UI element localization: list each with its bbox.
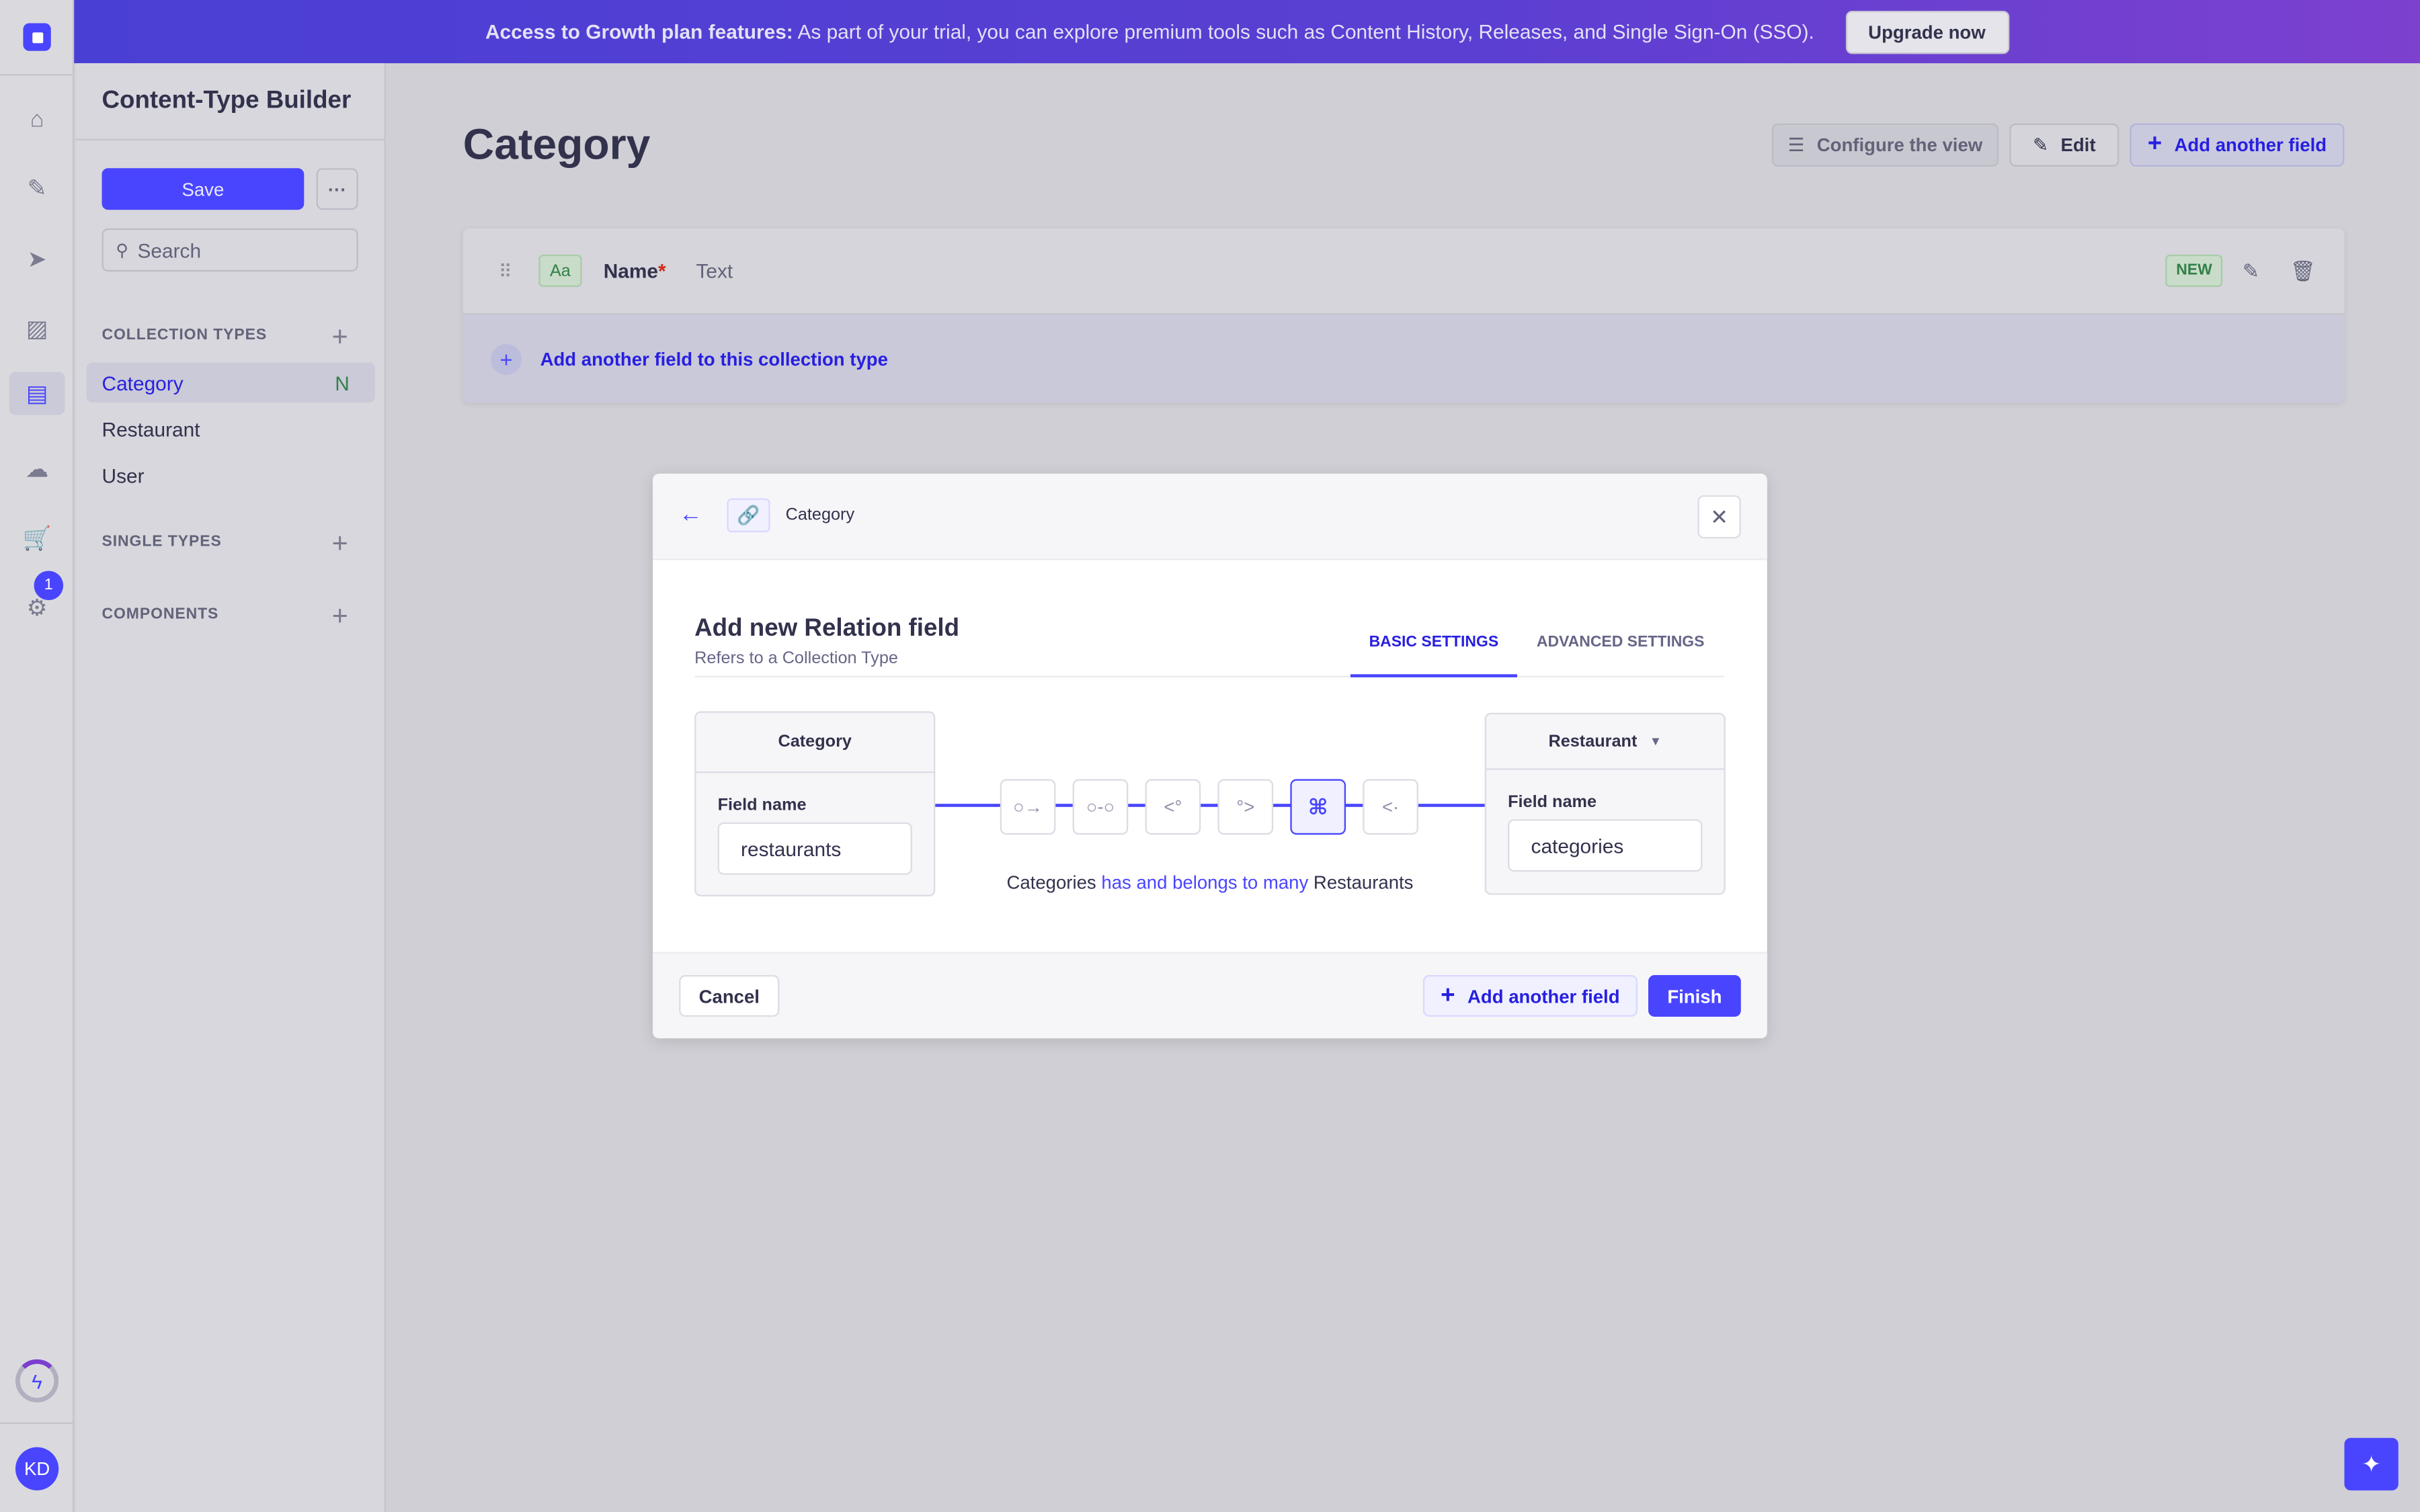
- media-icon[interactable]: ▨: [26, 316, 48, 343]
- field-name: Name*: [603, 259, 666, 283]
- search-icon: ⚲: [116, 241, 128, 260]
- cart-icon[interactable]: 🛒: [22, 526, 52, 552]
- one-to-one-relation-button[interactable]: ○-○: [1072, 779, 1129, 835]
- strapi-logo[interactable]: [23, 23, 51, 51]
- new-badge: N: [335, 372, 350, 395]
- banner-text: As part of your trial, you can explore p…: [797, 19, 1814, 44]
- add-field-row[interactable]: + Add another field to this collection t…: [462, 314, 2345, 403]
- edit-button[interactable]: ✎ Edit: [2009, 123, 2120, 167]
- avatar[interactable]: KD: [15, 1447, 59, 1490]
- source-content-type: Category Field name restaurants: [694, 711, 936, 896]
- add-component-icon[interactable]: +: [331, 600, 348, 632]
- plus-circle-icon: +: [491, 343, 522, 374]
- pencil-icon: ✎: [2032, 134, 2049, 156]
- field-row: ⠿ Aa Name* Text NEW ✎ 🗑: [462, 228, 2345, 315]
- many-way-icon: <·: [1381, 796, 1400, 818]
- search-placeholder: Search: [137, 238, 202, 262]
- many-to-many-relation-button[interactable]: ⌘: [1290, 779, 1346, 835]
- link-icon: 🔗: [727, 498, 770, 533]
- one-way-icon: ○→: [1012, 796, 1043, 818]
- modal-title: Add new Relation field: [694, 616, 960, 642]
- many-way-relation-button[interactable]: <·: [1363, 779, 1418, 835]
- target-field-name-input[interactable]: categories: [1508, 819, 1703, 872]
- main-nav: ⌂ ✎ ➤ ▨ ▤ ☁ 🛒 ⚙ 1 ϟ KD: [0, 0, 75, 1512]
- gear-icon[interactable]: ⚙: [26, 595, 48, 622]
- many-to-many-icon: ⌘: [1307, 794, 1328, 818]
- trial-banner: Access to Growth plan features: As part …: [74, 0, 2420, 64]
- one-to-many-icon: <°: [1164, 796, 1182, 818]
- components-heading: COMPONENTS: [102, 606, 219, 624]
- sidebar-title: Content-Type Builder: [102, 87, 352, 114]
- target-select[interactable]: Restaurant ▼: [1486, 714, 1724, 770]
- send-icon[interactable]: ➤: [27, 247, 47, 274]
- search-input[interactable]: ⚲ Search: [102, 228, 358, 272]
- relation-modal: ← 🔗 Category ✕ Add new Relation field Re…: [653, 473, 1767, 1039]
- source-field-name-input[interactable]: restaurants: [717, 822, 912, 875]
- single-types-heading: SINGLE TYPES: [102, 534, 222, 551]
- modal-add-another-field-button[interactable]: + Add another field: [1422, 975, 1638, 1017]
- delete-field-icon[interactable]: 🗑: [2290, 258, 2316, 282]
- modal-subtitle: Refers to a Collection Type: [694, 649, 898, 669]
- save-button[interactable]: Save: [102, 168, 305, 210]
- tab-advanced-settings[interactable]: ADVANCED SETTINGS: [1536, 634, 1705, 651]
- breadcrumb: Category: [785, 506, 855, 525]
- new-badge: NEW: [2165, 254, 2223, 288]
- one-way-relation-button[interactable]: ○→: [1000, 779, 1056, 835]
- field-type: Text: [696, 259, 733, 283]
- many-to-one-icon: °>: [1236, 796, 1255, 818]
- feather-icon[interactable]: ✎: [27, 175, 47, 202]
- layout-icon[interactable]: ▤: [9, 372, 65, 415]
- back-arrow-icon[interactable]: ←: [679, 501, 702, 528]
- sparkle-icon: ✦: [2362, 1452, 2382, 1478]
- page-title: Category: [462, 120, 651, 169]
- add-single-type-icon[interactable]: +: [331, 528, 348, 559]
- home-icon[interactable]: ⌂: [30, 106, 44, 132]
- sidebar-item-restaurant[interactable]: Restaurant: [102, 418, 200, 442]
- banner-bold: Access to Growth plan features:: [485, 19, 793, 44]
- list-icon: ☰: [1787, 134, 1805, 156]
- one-to-one-icon: ○-○: [1086, 796, 1115, 818]
- edit-field-icon[interactable]: ✎: [2242, 258, 2259, 282]
- ai-assistant-button[interactable]: ✦: [2344, 1437, 2398, 1490]
- target-content-type: Restaurant ▼ Field name categories: [1484, 712, 1726, 895]
- finish-button[interactable]: Finish: [1648, 975, 1741, 1017]
- one-to-many-relation-button[interactable]: <°: [1145, 779, 1201, 835]
- drag-handle-icon[interactable]: ⠿: [498, 259, 512, 282]
- text-type-icon: Aa: [538, 254, 582, 288]
- relation-description: Categories has and belongs to many Resta…: [1006, 872, 1414, 894]
- many-to-one-relation-button[interactable]: °>: [1217, 779, 1274, 835]
- plus-icon: +: [1441, 982, 1455, 1009]
- add-another-field-button[interactable]: + Add another field: [2130, 123, 2345, 167]
- configure-view-button[interactable]: ☰ Configure the view: [1771, 123, 1999, 167]
- sidebar-item-label: Category: [102, 372, 184, 395]
- add-collection-type-icon[interactable]: +: [331, 321, 348, 352]
- sidebar: Content-Type Builder Save ··· ⚲ Search C…: [75, 63, 386, 1512]
- sidebar-item-category[interactable]: [86, 362, 375, 403]
- lightning-icon[interactable]: ϟ: [15, 1359, 59, 1402]
- fields-table: ⠿ Aa Name* Text NEW ✎ 🗑 + Add another fi…: [462, 228, 2345, 403]
- sidebar-item-user[interactable]: User: [102, 464, 145, 488]
- cancel-button[interactable]: Cancel: [679, 975, 780, 1017]
- tab-basic-settings[interactable]: BASIC SETTINGS: [1350, 634, 1517, 677]
- upgrade-button[interactable]: Upgrade now: [1845, 9, 2009, 54]
- plus-icon: +: [2147, 131, 2163, 158]
- collection-types-heading: COLLECTION TYPES: [102, 327, 268, 344]
- more-button[interactable]: ···: [316, 168, 358, 210]
- close-button[interactable]: ✕: [1697, 495, 1741, 539]
- notification-badge: 1: [34, 571, 64, 601]
- caret-down-icon: ▼: [1649, 734, 1662, 749]
- cloud-icon[interactable]: ☁: [25, 456, 49, 483]
